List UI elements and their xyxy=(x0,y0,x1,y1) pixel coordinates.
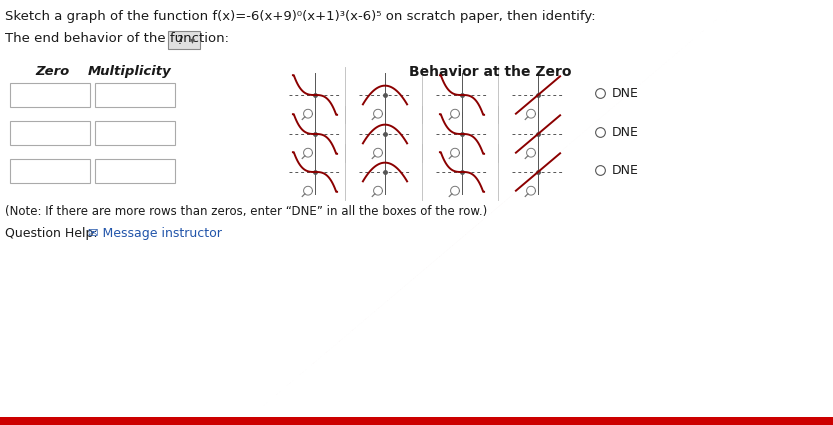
FancyBboxPatch shape xyxy=(168,31,200,49)
Text: The end behavior of the function:: The end behavior of the function: xyxy=(5,32,229,45)
Text: DNE: DNE xyxy=(612,125,639,139)
FancyBboxPatch shape xyxy=(10,121,90,145)
FancyBboxPatch shape xyxy=(10,83,90,107)
Text: Zero: Zero xyxy=(35,65,69,78)
FancyBboxPatch shape xyxy=(95,159,175,183)
Text: Multiplicity: Multiplicity xyxy=(88,65,172,78)
FancyBboxPatch shape xyxy=(10,159,90,183)
Text: (Note: If there are more rows than zeros, enter “DNE” in all the boxes of the ro: (Note: If there are more rows than zeros… xyxy=(5,205,487,218)
Text: Sketch a graph of the function f(x)=-6(x+9)⁰(x+1)³(x-6)⁵ on scratch paper, then : Sketch a graph of the function f(x)=-6(x… xyxy=(5,10,596,23)
Text: Behavior at the Zero: Behavior at the Zero xyxy=(409,65,571,79)
Text: DNE: DNE xyxy=(612,87,639,99)
FancyBboxPatch shape xyxy=(95,83,175,107)
Text: ✉ Message instructor: ✉ Message instructor xyxy=(88,227,222,240)
Text: ▾: ▾ xyxy=(190,35,194,45)
Text: DNE: DNE xyxy=(612,164,639,176)
FancyBboxPatch shape xyxy=(0,417,833,425)
Text: Question Help:: Question Help: xyxy=(5,227,106,240)
Text: ?: ? xyxy=(176,34,182,46)
FancyBboxPatch shape xyxy=(95,121,175,145)
